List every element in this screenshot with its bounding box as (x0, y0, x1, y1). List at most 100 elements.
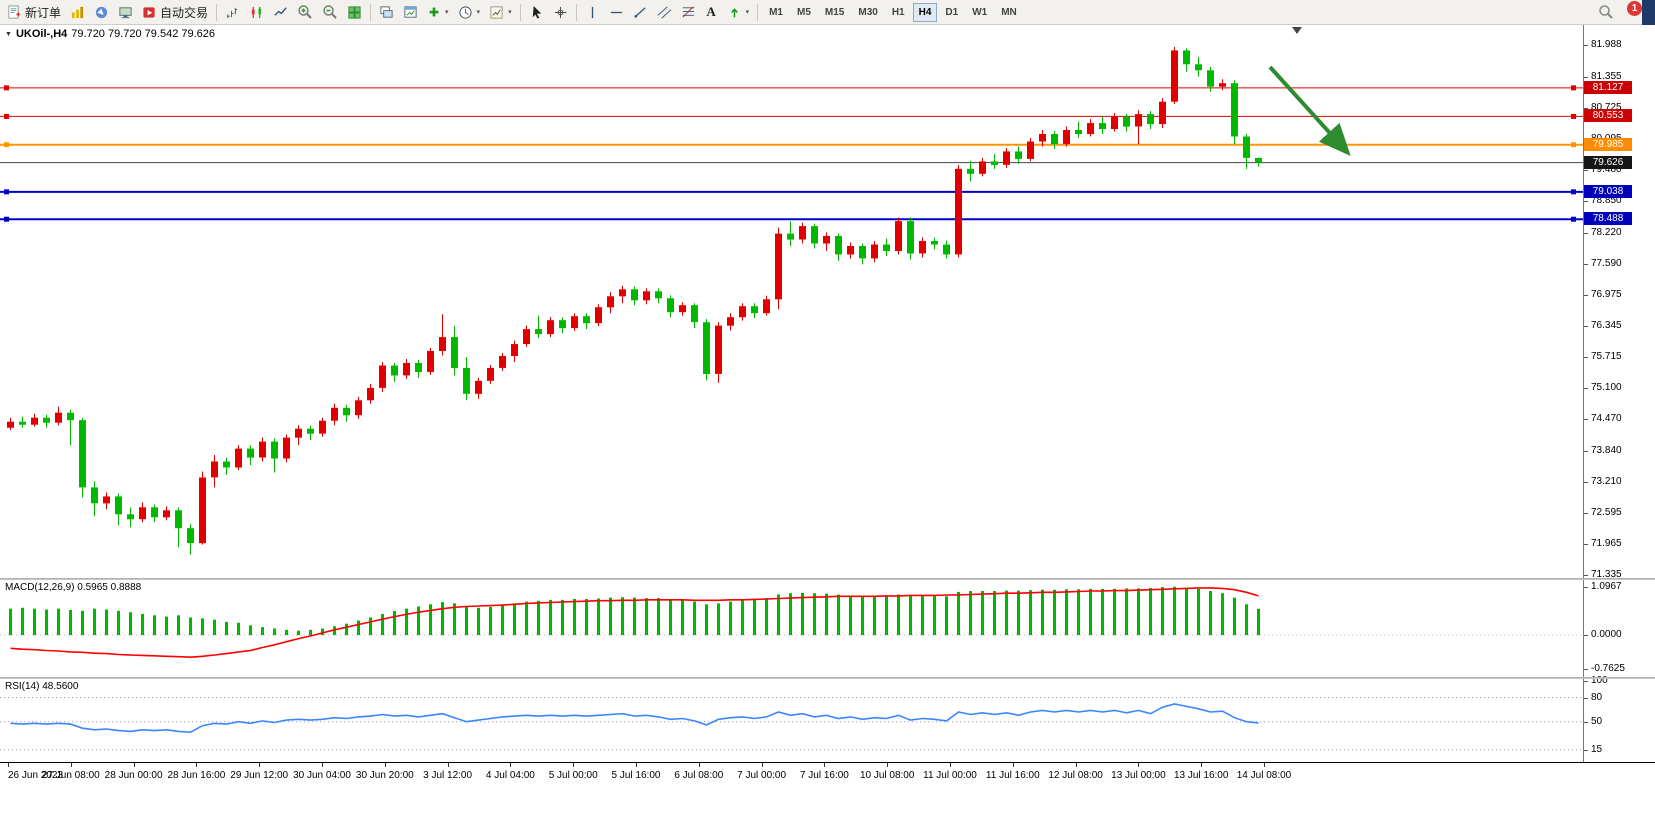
auto-trading-button[interactable]: 自动交易 (138, 2, 212, 23)
time-axis-label: 4 Jul 04:00 (485, 770, 535, 781)
macd-axis-label: -0.7625 (1591, 662, 1625, 674)
notification-badge[interactable]: 1 (1627, 1, 1642, 16)
hline-handle[interactable] (4, 216, 9, 222)
price-axis-label: 74.470 (1591, 413, 1622, 425)
timeframe-D1[interactable]: D1 (939, 3, 964, 22)
terminal-button[interactable] (114, 2, 137, 23)
timeframe-W1[interactable]: W1 (966, 3, 993, 22)
hline-handle[interactable] (1571, 85, 1576, 91)
time-axis-label: 7 Jul 00:00 (737, 770, 787, 781)
price-axis[interactable]: 81.98881.35580.72580.09579.48078.85078.2… (1583, 25, 1655, 762)
periods-dropdown[interactable]: ▾ (454, 2, 485, 23)
macd-axis-label: 0.0000 (1591, 629, 1622, 641)
text-tool[interactable]: A (701, 2, 722, 23)
indicators-dropdown[interactable]: ▾ (423, 2, 453, 23)
side-panel-tab[interactable] (1642, 0, 1655, 25)
timeframe-H4[interactable]: H4 (912, 2, 938, 22)
rsi-panel[interactable] (0, 679, 1583, 762)
market-watch-button[interactable] (66, 2, 89, 23)
main-chart[interactable] (0, 25, 1583, 578)
time-axis-label: 12 Jul 08:00 (1048, 770, 1103, 781)
price-axis-label: 78.220 (1591, 226, 1622, 238)
time-axis-label: 30 Jun 20:00 (355, 770, 414, 781)
price-axis-label: 73.210 (1591, 475, 1622, 487)
timeframe-M5[interactable]: M5 (791, 3, 817, 22)
time-axis-label: 13 Jul 16:00 (1173, 770, 1229, 781)
macd-label: MACD(12,26,9) 0.5965 0.8888 (5, 582, 142, 593)
timeframe-M30[interactable]: M30 (852, 3, 883, 22)
rsi-line (10, 703, 1259, 734)
timeframe-M15[interactable]: M15 (819, 3, 850, 22)
pane-divider[interactable] (0, 578, 1655, 580)
hline-handle[interactable] (4, 85, 9, 91)
hline-handle[interactable] (1571, 113, 1576, 119)
price-axis-label: 71.965 (1591, 537, 1622, 549)
time-axis-label: 7 Jul 16:00 (799, 770, 849, 781)
time-axis-label: 27 Jun 08:00 (41, 770, 100, 781)
time-axis-label: 26 Jun 2023 (8, 770, 64, 781)
vertical-line-tool[interactable] (581, 2, 604, 23)
new-order-label: 新订单 (25, 5, 62, 20)
hline-handle[interactable] (1571, 189, 1576, 195)
fibonacci-tool[interactable] (677, 2, 700, 23)
pane-divider[interactable] (0, 677, 1655, 679)
bar-chart-button[interactable] (221, 2, 244, 23)
time-axis-label: 28 Jun 16:00 (167, 770, 226, 781)
chevron-down-icon: ▾ (745, 9, 750, 16)
hline-handle[interactable] (1571, 142, 1576, 148)
horizontal-line-tool[interactable] (605, 2, 628, 23)
toolbar-separator (519, 3, 521, 21)
collapse-triangle-icon[interactable]: ▼ (5, 30, 12, 38)
fibonacci-icon (682, 6, 694, 18)
time-axis-label: 11 Jul 16:00 (985, 770, 1040, 781)
tile-windows-button[interactable] (343, 2, 366, 23)
arrows-tool-dropdown[interactable]: ▾ (723, 2, 754, 23)
terminal-icon (119, 6, 132, 18)
time-axis-label: 13 Jul 00:00 (1111, 770, 1166, 781)
template-icon (490, 5, 503, 19)
auto-trading-label: 自动交易 (160, 5, 209, 20)
candles (7, 46, 1262, 555)
new-chart-button[interactable] (399, 2, 422, 23)
hline-handle[interactable] (4, 189, 9, 195)
timeframe-M1[interactable]: M1 (763, 3, 789, 22)
navigator-icon (95, 6, 108, 18)
hline-handle[interactable] (1571, 216, 1576, 222)
search-icon (1599, 5, 1613, 19)
toolbar-separator (575, 3, 577, 21)
zoom-out-button[interactable] (318, 2, 342, 23)
tile-windows-icon (348, 5, 361, 19)
crosshair-button[interactable] (549, 2, 572, 23)
price-axis-label: 76.975 (1591, 288, 1622, 300)
annotation-arrow[interactable] (1268, 65, 1351, 156)
chart-shift-marker[interactable] (1292, 27, 1302, 34)
channel-tool[interactable] (653, 2, 676, 23)
templates-dropdown[interactable]: ▾ (485, 2, 516, 23)
zoom-in-button[interactable] (293, 2, 317, 23)
search-button[interactable] (1594, 2, 1618, 23)
cascade-windows-icon (380, 5, 393, 18)
toolbar: 新订单 自动交易 (0, 0, 1655, 25)
navigator-button[interactable] (90, 2, 113, 23)
chart-ohlc: 79.720 79.720 79.542 79.626 (71, 28, 216, 40)
price-axis-label: 71.335 (1591, 569, 1622, 581)
trendline-tool[interactable] (629, 2, 652, 23)
cursor-button[interactable] (525, 2, 548, 23)
hline-handle[interactable] (4, 113, 9, 119)
horizontal-line-icon (610, 11, 622, 13)
new-order-button[interactable]: 新订单 (3, 2, 65, 23)
hline-handle[interactable] (4, 142, 9, 148)
line-chart-button[interactable] (269, 2, 292, 23)
candlestick-chart-button[interactable] (245, 2, 268, 23)
timeframe-H1[interactable]: H1 (886, 3, 911, 22)
rsi-axis-label: 50 (1591, 715, 1603, 727)
macd-panel[interactable] (0, 580, 1583, 677)
auto-trading-icon (143, 6, 155, 18)
vertical-line-icon (591, 6, 593, 18)
cascade-windows-button[interactable] (375, 2, 398, 23)
time-axis-label: 5 Jul 00:00 (548, 770, 598, 781)
time-axis[interactable]: 26 Jun 2023 27 Jun 08:00 28 Jun 00:00 28 Ju… (0, 762, 1655, 788)
rsi-label: RSI(14) 48.5600 (5, 681, 79, 692)
timeframe-MN[interactable]: MN (995, 3, 1023, 22)
chart-title: ▼ UKOil-,H4 79.720 79.720 79.542 79.626 (5, 28, 215, 40)
